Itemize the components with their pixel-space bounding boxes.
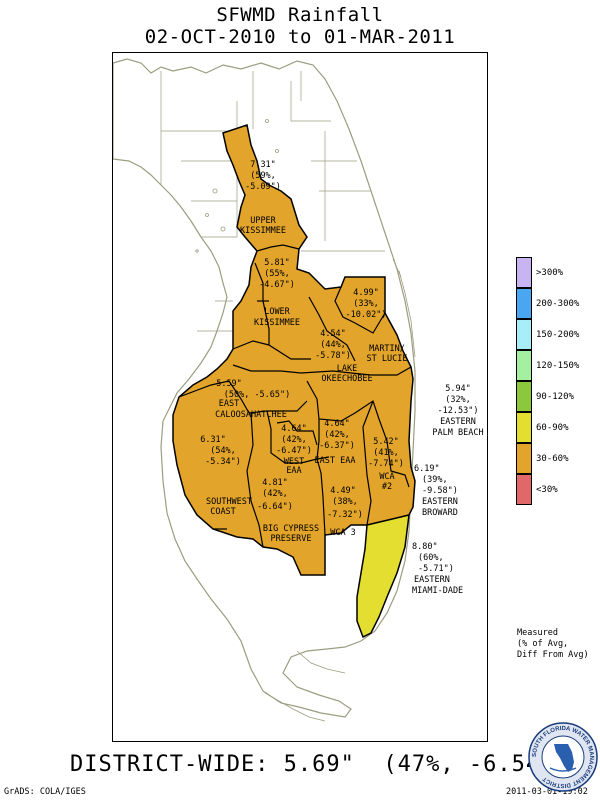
label-eastern-miami-dade: 8.80" (60%, -5.71") EASTERN MIAMI-DADE bbox=[412, 542, 472, 597]
region-label-big-cypress-preserve-line-2: -6.64") bbox=[257, 502, 293, 512]
legend-label: 150-200% bbox=[536, 330, 579, 340]
region-label-wca-3-line-0: 4.49" bbox=[330, 486, 356, 496]
region-label-southwest-coast-line-2: -5.34") bbox=[205, 457, 241, 467]
region-label-east-eaa-line-2: -6.37") bbox=[319, 441, 355, 451]
region-label-big-cypress-preserve-line-4: PRESERVE bbox=[271, 534, 312, 544]
legend-label: 200-300% bbox=[536, 299, 579, 309]
region-label-big-cypress-preserve-line-3: BIG CYPRESS bbox=[263, 524, 319, 534]
region-label-upper-kissimmee-line-2: -5.09") bbox=[245, 182, 281, 192]
region-label-lower-kissimmee-line-4: KISSIMMEE bbox=[254, 318, 300, 328]
legend-label: 90-120% bbox=[536, 392, 574, 402]
region-label-wca-1-2-line-0: 5.42" bbox=[373, 437, 399, 447]
legend-swatch bbox=[516, 319, 532, 350]
region-label-west-eaa-line-2: -6.47") bbox=[276, 446, 312, 456]
region-label-wca-1-2-line-2: -7.74") bbox=[368, 459, 404, 469]
region-label-lower-kissimmee-line-2: -4.67") bbox=[259, 280, 295, 290]
region-label-upper-kissimmee-line-4: KISSIMMEE bbox=[240, 226, 286, 236]
region-label-southwest-coast-line-3: SOUTHWEST bbox=[206, 497, 252, 507]
region-label-east-eaa-line-0: 4.64" bbox=[324, 419, 350, 429]
legend-label: 30-60% bbox=[536, 454, 569, 464]
region-label-lake-okeechobee-line-2: -5.78") bbox=[315, 351, 351, 361]
label-eastern-palm-beach: 5.94" (32%, -12.53") EASTERN PALM BEACH bbox=[418, 384, 498, 439]
region-label-upper-kissimmee-line-1: (59%, bbox=[250, 171, 276, 181]
region-label-east-eaa-line-3: EAST EAA bbox=[315, 456, 356, 466]
legend-label: 120-150% bbox=[536, 361, 579, 371]
region-label-west-eaa-line-0: 4.64" bbox=[281, 424, 307, 434]
legend-swatch bbox=[516, 350, 532, 381]
legend-swatch bbox=[516, 381, 532, 412]
region-label-west-eaa-line-1: (42%, bbox=[281, 435, 307, 445]
region-label-wca-1-2-line-4: #2 bbox=[382, 482, 392, 492]
map-date-range: 02-OCT-2010 to 01-MAR-2011 bbox=[0, 26, 600, 48]
region-label-lower-kissimmee-line-1: (55%, bbox=[264, 269, 290, 279]
region-label-wca-1-2-line-3: WCA bbox=[379, 472, 394, 482]
legend-swatch bbox=[516, 257, 532, 288]
legend-swatch bbox=[516, 288, 532, 319]
region-label-lake-okeechobee-line-1: (44%, bbox=[320, 340, 346, 350]
region-label-martin-st-lucie-line-1: (33%, bbox=[353, 299, 379, 309]
region-label-west-eaa-line-4: EAA bbox=[286, 466, 301, 476]
region-label-wca-3-line-1: (38%, bbox=[332, 497, 358, 507]
region-label-martin-st-lucie-line-4: ST LUCIE bbox=[367, 354, 408, 364]
measured-note: Measured (% of Avg, Diff From Avg) bbox=[517, 628, 589, 661]
district-wide-summary: DISTRICT-WIDE: 5.69" (47%, -6.54") bbox=[70, 752, 569, 777]
region-label-lake-okeechobee-line-0: 4.54" bbox=[320, 329, 346, 339]
region-label-southwest-coast-line-1: (54%, bbox=[210, 446, 236, 456]
region-label-wca-1-2-line-1: (41%, bbox=[373, 448, 399, 458]
region-label-upper-kissimmee-line-0: 7.31" bbox=[250, 160, 276, 170]
legend-swatch bbox=[516, 412, 532, 443]
legend-label: <30% bbox=[536, 485, 558, 495]
legend-swatch bbox=[516, 443, 532, 474]
region-label-east-caloosahatchee-line-0: 5.59" bbox=[216, 379, 242, 389]
region-label-east-caloosahatchee-line-2: EAST bbox=[219, 399, 239, 409]
region-label-southwest-coast-line-4: COAST bbox=[210, 507, 236, 517]
region-label-lake-okeechobee-line-4: OKEECHOBEE bbox=[321, 374, 372, 384]
region-label-east-caloosahatchee-line-3: CALOOSAHATCHEE bbox=[215, 410, 287, 420]
legend-label: >300% bbox=[536, 268, 563, 278]
region-label-lower-kissimmee-line-0: 5.81" bbox=[264, 258, 290, 268]
region-label-upper-kissimmee-line-3: UPPER bbox=[250, 216, 276, 226]
legend-label: 60-90% bbox=[536, 423, 569, 433]
region-label-wca-3-line-2: -7.32") bbox=[327, 510, 363, 520]
map-title: SFWMD Rainfall bbox=[0, 4, 600, 26]
region-label-martin-st-lucie-line-0: 4.99" bbox=[353, 288, 379, 298]
label-eastern-broward: 6.19" (39%, -9.58") EASTERN BROWARD bbox=[414, 464, 474, 519]
region-label-martin-st-lucie-line-2: -10.02") bbox=[346, 310, 387, 320]
region-label-lake-okeechobee-line-3: LAKE bbox=[337, 364, 357, 374]
sfwmd-seal-logo: SOUTH FLORIDA WATER MANAGEMENT DISTRICT bbox=[528, 722, 598, 792]
region-label-lower-kissimmee-line-3: LOWER bbox=[264, 307, 290, 317]
region-label-big-cypress-preserve-line-1: (42%, bbox=[262, 489, 288, 499]
region-label-east-eaa-line-1: (42%, bbox=[324, 430, 350, 440]
region-label-southwest-coast-line-0: 6.31" bbox=[200, 435, 226, 445]
legend-swatch bbox=[516, 474, 532, 505]
region-label-martin-st-lucie-line-3: MARTIN/ bbox=[369, 344, 405, 354]
region-label-big-cypress-preserve-line-0: 4.81" bbox=[262, 478, 288, 488]
region-label-wca-3-line-3: WCA 3 bbox=[330, 528, 356, 538]
grads-credit: GrADS: COLA/IGES bbox=[4, 787, 86, 797]
